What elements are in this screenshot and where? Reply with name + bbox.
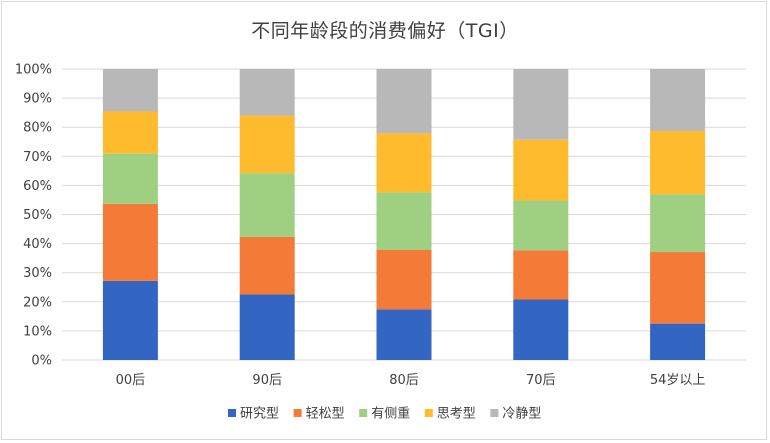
legend-label: 轻松型 — [306, 407, 345, 422]
y-tick-label: 70% — [23, 150, 52, 165]
x-tick-label: 80后 — [389, 373, 419, 388]
x-tick-label: 70后 — [526, 373, 556, 388]
bar-segment — [102, 69, 158, 112]
bar-segment — [513, 299, 569, 360]
legend: 研究型 轻松型 有侧重 思考型 冷静型 — [228, 406, 541, 422]
bar-segment — [376, 192, 432, 251]
legend-swatch — [228, 409, 236, 417]
x-tick-label: 00后 — [116, 373, 146, 388]
bar-segment — [513, 200, 569, 251]
bars — [102, 69, 706, 360]
y-tick-label: 30% — [23, 266, 52, 281]
bar-segment — [650, 252, 706, 324]
legend-swatch — [293, 409, 302, 417]
y-tick-label: 100% — [15, 63, 52, 78]
y-tick-label: 90% — [23, 92, 52, 107]
bar-segment — [239, 236, 295, 295]
bar-segment — [102, 153, 158, 204]
y-tick-label: 20% — [23, 295, 52, 310]
legend-label: 冷静型 — [502, 407, 541, 422]
bar-segment — [102, 111, 158, 154]
legend-swatch — [424, 409, 433, 417]
legend-label: 思考型 — [437, 407, 476, 422]
bar-segment — [239, 173, 295, 237]
bar-segment — [513, 139, 569, 201]
bar-segment — [239, 115, 295, 174]
bar-segment — [376, 69, 432, 134]
y-tick-label: 80% — [23, 121, 52, 136]
bar-segment — [650, 194, 706, 253]
y-tick-label: 10% — [23, 324, 52, 339]
legend-swatch — [359, 409, 368, 417]
bar-segment — [239, 69, 295, 116]
bar-segment — [513, 69, 569, 140]
bar-segment — [102, 203, 158, 281]
y-tick-label: 40% — [23, 237, 52, 252]
bar-segment — [650, 323, 706, 360]
chart-title: 不同年龄段的消费偏好（TGI） — [251, 20, 519, 42]
x-tick-label: 90后 — [252, 373, 282, 388]
legend-label: 研究型 — [240, 407, 279, 422]
bar-segment — [239, 294, 295, 360]
bar-segment — [376, 250, 432, 310]
bar-segment — [650, 69, 706, 131]
x-axis-ticks: 00后 90后 80后 70后 54岁以上 — [116, 373, 706, 388]
legend-swatch — [490, 409, 499, 417]
bar-segment — [650, 130, 706, 195]
bar-segment — [102, 280, 158, 360]
y-axis-ticks: 0% 10% 20% 30% 40% 50% 60% 70% 80% 90% 100% — [15, 63, 52, 369]
bar-segment — [376, 309, 432, 360]
bar-segment — [513, 250, 569, 300]
y-tick-label: 60% — [23, 179, 52, 194]
legend-label: 有侧重 — [371, 406, 410, 422]
x-tick-label: 54岁以上 — [650, 373, 706, 388]
y-tick-label: 0% — [31, 354, 52, 369]
y-tick-label: 50% — [23, 208, 52, 223]
bar-segment — [376, 133, 432, 193]
